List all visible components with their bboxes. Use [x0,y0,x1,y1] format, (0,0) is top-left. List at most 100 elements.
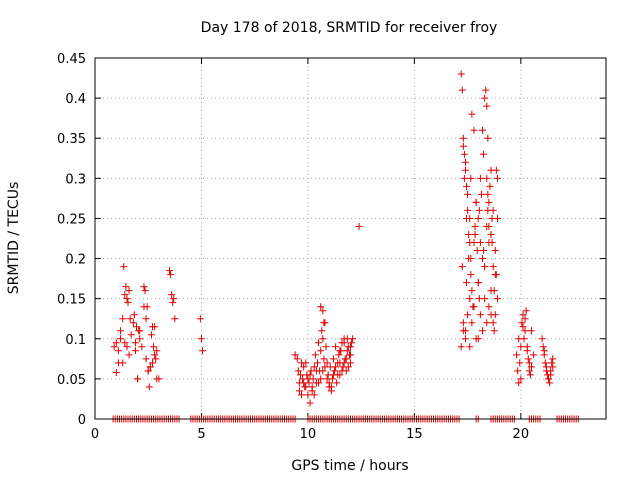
data-point [123,295,131,303]
y-tick-label: 0.45 [57,52,86,67]
data-point [291,351,299,359]
y-tick-label: 0.4 [65,92,86,107]
data-point [515,335,523,343]
data-point [329,355,337,363]
data-point [480,247,488,255]
data-point [461,166,469,174]
data-point [485,198,493,206]
data-point [461,335,469,343]
data-point [308,383,316,391]
data-point [340,359,348,367]
data-point [135,327,143,335]
data-point [315,379,323,387]
x-tick-label: 15 [406,427,423,442]
data-point [153,375,161,383]
data-point [300,363,308,371]
data-point [125,287,133,295]
data-point [123,343,131,351]
data-point [312,367,320,375]
data-point [168,291,176,299]
data-point [347,343,354,351]
data-point [117,327,125,335]
data-point [147,331,155,339]
data-point [306,399,314,407]
data-point [464,311,472,319]
data-point [121,339,129,347]
data-point [517,375,525,383]
data-point [333,379,341,387]
data-point [461,158,469,166]
data-point [515,379,523,387]
data-point [122,283,130,291]
x-axis-title: GPS time / hours [291,458,408,474]
grid [95,58,606,419]
data-point [540,347,548,355]
data-point [484,134,492,142]
data-point [355,222,363,230]
data-point [120,263,128,271]
data-point [530,351,538,359]
data-point [152,355,160,363]
data-point [470,126,478,134]
data-point [541,359,549,367]
data-point [524,355,532,363]
data-point [487,287,495,295]
data-point [348,339,356,347]
data-point [468,287,476,295]
data-point [141,287,149,295]
data-point [474,335,482,343]
chart-title: Day 178 of 2018, SRMTID for receiver fro… [201,20,498,36]
data-point [150,343,158,351]
data-point [121,291,129,299]
data-point [315,339,323,347]
data-point [483,222,491,230]
data-point [143,303,151,311]
data-point [342,355,350,363]
data-point [480,150,488,158]
data-point [300,379,308,387]
data-point [549,355,557,363]
data-point [525,359,533,367]
data-point [332,343,340,351]
data-point [347,351,354,359]
data-point [169,299,177,307]
data-point [489,263,497,271]
data-point [466,214,474,222]
data-point [323,359,331,367]
data-point [487,311,495,319]
data-point [197,335,205,343]
data-point [521,327,529,335]
data-point [124,299,132,307]
data-point [133,323,141,331]
data-point [327,383,335,391]
data-point [548,359,556,367]
data-point [145,383,153,391]
data-point [527,327,535,335]
data-point [136,335,144,343]
data-point [340,339,348,347]
data-point [467,255,475,263]
y-tick-label: 0.2 [65,253,86,268]
data-point [459,142,467,150]
data-point [131,347,139,355]
data-point [468,110,476,118]
data-point [153,347,161,355]
data-point [476,239,484,247]
data-point [329,371,337,379]
data-point [488,214,496,222]
x-tick-label: 0 [91,427,99,442]
data-point [519,323,527,331]
data-point [485,239,493,247]
data-point [304,375,312,383]
data-point [484,190,492,198]
series-srmtid [109,70,582,423]
data-point [525,367,533,375]
data-point [522,307,530,315]
data-point [489,206,497,214]
data-point [126,315,134,323]
data-point [468,319,476,327]
data-point [343,335,351,343]
y-axis-title: SRMTID / TECUs [6,182,22,295]
y-tick-label: 0.05 [57,373,86,388]
